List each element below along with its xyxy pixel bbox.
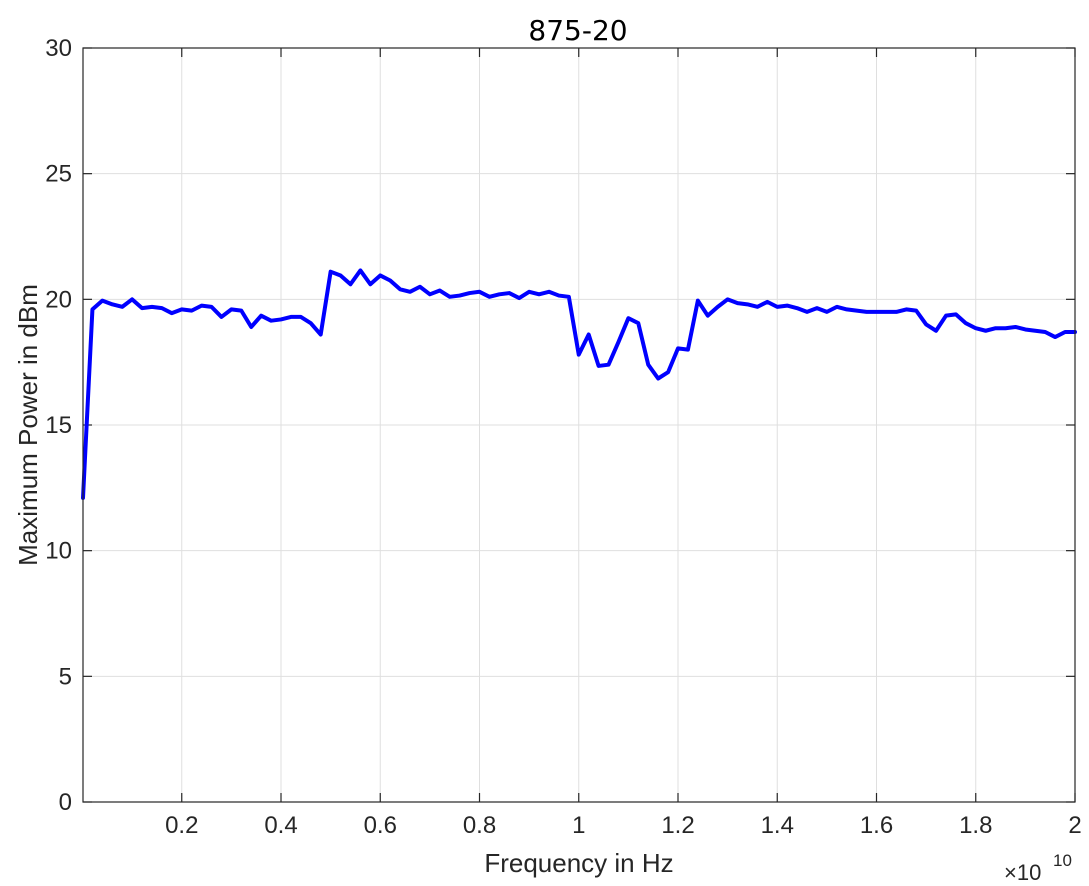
x-tick-label: 2 (1068, 812, 1081, 839)
x-axis-label: Frequency in Hz (484, 848, 673, 878)
plot-area (81, 47, 1077, 803)
chart-title: 875-20 (528, 14, 627, 47)
y-tick-label: 30 (45, 35, 72, 62)
x-tick-label: 1 (572, 812, 585, 839)
x-tick-label: 0.8 (463, 812, 496, 839)
x-exponent-power: 10 (1053, 851, 1072, 870)
y-tick-labels: 0 5 10 15 20 25 30 (45, 35, 72, 816)
series-line (81, 268, 1077, 500)
y-axis-label: Maximum Power in dBm (13, 284, 43, 566)
y-tick-label: 0 (59, 789, 72, 816)
y-tick-label: 15 (45, 412, 72, 439)
y-tick-label: 10 (45, 538, 72, 565)
x-tick-labels: 0.2 0.4 0.6 0.8 1 1.2 1.4 1.6 1.8 2 (165, 812, 1082, 839)
axes-box (82, 47, 1076, 803)
x-tick-label: 0.6 (364, 812, 397, 839)
y-tick-label: 5 (59, 663, 72, 690)
y-tick-label: 25 (45, 161, 72, 188)
data-series (81, 268, 1077, 500)
x-tick-label: 0.2 (165, 812, 198, 839)
x-tick-label: 1.4 (761, 812, 794, 839)
x-axis-exponent: ×10 10 (1004, 851, 1072, 885)
y-tick-label: 20 (45, 286, 72, 313)
x-tick-label: 1.2 (661, 812, 694, 839)
x-tick-label: 1.8 (959, 812, 992, 839)
x-exponent-base: ×10 (1004, 860, 1041, 885)
x-tick-label: 0.4 (264, 812, 297, 839)
x-tick-label: 1.6 (860, 812, 893, 839)
